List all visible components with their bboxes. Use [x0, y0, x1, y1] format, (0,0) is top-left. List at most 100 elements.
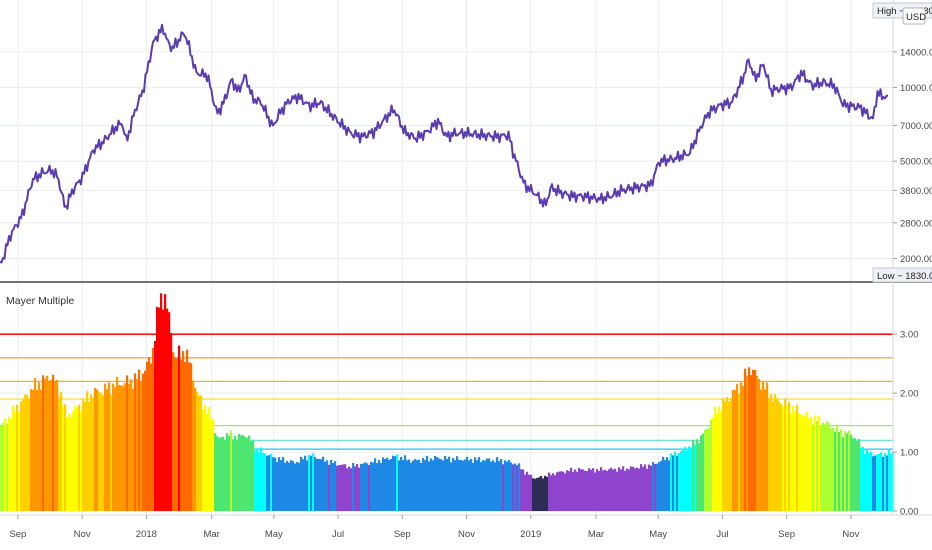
mayer-bar	[496, 457, 499, 512]
mayer-bar	[110, 394, 113, 512]
mayer-bar	[522, 469, 525, 512]
currency-button[interactable]: USD	[902, 7, 926, 25]
mayer-bar	[146, 361, 149, 512]
mayer-bar	[558, 471, 561, 512]
price-pane[interactable]	[0, 0, 932, 281]
mayer-bar	[888, 448, 891, 512]
time-tick-label-9: Mar	[588, 529, 604, 540]
mayer-bar	[716, 414, 719, 512]
mayer-bar	[276, 461, 279, 512]
mayer-bar	[250, 440, 253, 512]
time-tick-label-11: Jul	[716, 529, 728, 540]
mayer-bar	[586, 471, 589, 512]
mayer-bar	[236, 440, 239, 512]
mayer-bar	[388, 459, 391, 512]
mayer-bar	[80, 410, 83, 512]
mayer-bar	[476, 460, 479, 512]
price-tick-label-5: 2800.00	[900, 218, 932, 229]
mayer-bar	[408, 459, 411, 512]
mayer-bar	[370, 461, 373, 512]
mayer-bar	[284, 462, 287, 512]
mayer-bar	[318, 458, 321, 512]
mayer-bar	[704, 429, 707, 512]
mayer-bar	[630, 466, 633, 512]
mayer-bar	[584, 470, 587, 512]
time-tick-label-7: Nov	[458, 529, 475, 540]
mayer-bar	[854, 438, 857, 512]
mayer-bar	[450, 462, 453, 512]
indicator-title: Mayer Multiple	[6, 295, 74, 307]
mayer-bar	[802, 416, 805, 512]
mayer-bar	[474, 457, 477, 512]
mayer-bar	[208, 406, 211, 512]
mayer-bar	[866, 449, 869, 512]
mayer-bar	[540, 475, 543, 512]
mayer-bar	[8, 416, 11, 512]
mayer-bar	[776, 398, 779, 512]
mayer-bar	[166, 308, 169, 512]
price-tick-label-1: 10000.00	[900, 83, 932, 94]
mayer-bar	[508, 459, 511, 512]
mayer-bar	[516, 465, 519, 512]
mayer-bar	[182, 351, 185, 512]
mayer-bar	[76, 407, 79, 512]
mayer-bar	[864, 453, 867, 512]
mayer-bar	[814, 415, 817, 512]
mayer-bar	[30, 389, 33, 512]
mayer-bar	[782, 406, 785, 512]
mayer-bar	[36, 389, 39, 512]
mayer-bar	[686, 450, 689, 512]
mayer-bar	[164, 294, 167, 512]
mayer-bar	[608, 469, 611, 512]
mayer-bar	[708, 428, 711, 512]
mayer-bar	[336, 465, 339, 512]
mayer-bar	[440, 459, 443, 512]
mayer-bar	[486, 458, 489, 512]
mayer-bar	[396, 454, 399, 512]
mayer-bar	[432, 460, 435, 512]
mayer-bar	[488, 458, 491, 512]
mayer-bar	[668, 460, 671, 512]
price-axis[interactable]: 14000.00 10000.00 7000.00 5000.00 3800.00 280…	[893, 47, 932, 265]
mayer-bar	[498, 461, 501, 512]
mayer-bar	[206, 414, 209, 512]
mayer-bar	[406, 460, 409, 512]
mayer-bar	[804, 414, 807, 512]
mayer-bar	[414, 459, 417, 512]
mayer-bar	[750, 375, 753, 512]
ind-tick-label-1: 2.00	[900, 389, 919, 400]
mayer-bar	[838, 432, 841, 512]
mayer-bar	[688, 446, 691, 512]
price-tick-label-4: 3800.00	[900, 186, 932, 197]
mayer-bar	[468, 460, 471, 512]
mayer-bar	[640, 464, 643, 512]
mayer-bar	[790, 414, 793, 512]
mayer-bar	[534, 478, 537, 512]
mayer-bar	[44, 378, 47, 512]
mayer-bar	[196, 391, 199, 512]
time-axis[interactable]: Sep Nov 2018 Mar May Jul Sep Nov 2019 Mar May Jul Se…	[9, 515, 860, 540]
mayer-bar	[882, 456, 885, 512]
mayer-bar	[562, 471, 565, 512]
mayer-bar	[490, 461, 493, 512]
mayer-bar	[874, 455, 877, 512]
mayer-bar	[50, 380, 53, 512]
mayer-bar	[108, 382, 111, 512]
mayer-bar	[314, 457, 317, 512]
mayer-bar	[618, 467, 621, 512]
mayer-bar	[824, 424, 827, 512]
mayer-bar	[126, 375, 129, 512]
mayer-bar	[28, 398, 31, 512]
mayer-bar	[270, 453, 273, 512]
indicator-axis[interactable]: 3.00 2.00 1.00 0.00	[893, 330, 919, 518]
mayer-bar	[858, 438, 861, 512]
mayer-bar	[274, 457, 277, 512]
mayer-bar	[614, 468, 617, 512]
mayer-bar	[286, 461, 289, 512]
mayer-bar	[886, 455, 889, 512]
mayer-bar	[872, 456, 875, 512]
mayer-bar	[82, 398, 85, 512]
mayer-bar	[92, 397, 95, 512]
mayer-bar	[52, 374, 55, 512]
